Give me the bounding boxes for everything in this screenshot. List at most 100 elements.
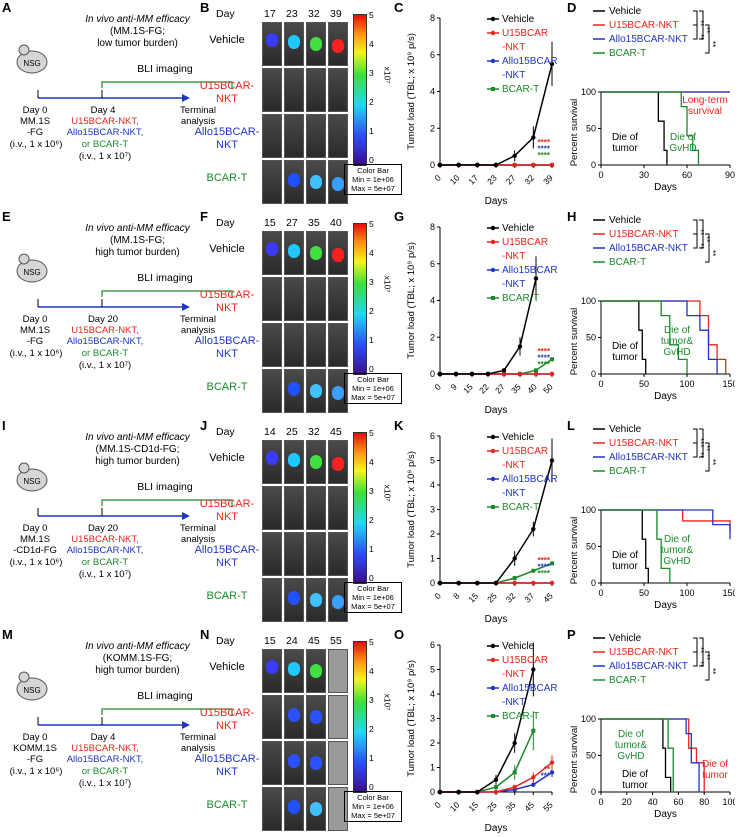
- y-tick-label: 8: [430, 222, 435, 232]
- bli-mouse-image: [328, 649, 348, 693]
- tx-u15: U15BCAR-NKT,: [71, 325, 139, 336]
- x-tick-label: 30: [639, 170, 649, 180]
- data-point: [531, 782, 536, 787]
- colorbar-tick: 0: [369, 364, 374, 374]
- timeline: [37, 290, 233, 311]
- tx-bcart: or BCAR-T: [81, 139, 129, 150]
- y-axis-label: Percent survival: [569, 726, 580, 794]
- legend-label: U15BCAR: [502, 28, 548, 39]
- legend-label: BCAR-T: [609, 675, 646, 686]
- data-point: [534, 368, 538, 373]
- data-point: [512, 162, 517, 168]
- x-tick-label: 150: [722, 379, 735, 389]
- schedule-burden: high tumor burden): [95, 247, 180, 258]
- panel-label: N: [200, 627, 210, 642]
- data-point: [531, 135, 536, 140]
- significance-mark: ****: [538, 145, 551, 154]
- significance-mark: **: [708, 41, 717, 47]
- legend-label: Allo15BCAR-NKT: [609, 34, 688, 45]
- panel-label: D: [567, 0, 577, 15]
- x-tick-label: 45: [541, 591, 555, 605]
- data-point: [456, 789, 461, 795]
- y-tick-label: 4: [430, 480, 435, 490]
- curve-annotation: Die of: [618, 729, 644, 740]
- bli-mouse-image: [284, 741, 304, 785]
- figure-row: E F G H In vivo anti-MM efficacy (MM.1S-FG; hi…: [0, 209, 738, 418]
- svg-text:NSG: NSG: [23, 59, 40, 68]
- colorbar-scale: x10⁷: [382, 693, 393, 711]
- y-tick-label: 1: [430, 763, 435, 773]
- colorbar-scale: x10⁷: [382, 275, 393, 293]
- y-tick-label: 0: [430, 787, 435, 797]
- x-tick-label: 35: [504, 800, 518, 814]
- panel-label: J: [200, 418, 208, 433]
- x-tick-label: 80: [699, 797, 709, 807]
- bli-mouse-image: [306, 22, 326, 66]
- day-word: Day: [216, 635, 235, 647]
- bli-group-label: Vehicle: [209, 452, 245, 464]
- mouse-icon: NSG: [16, 44, 48, 74]
- x-tick-label: 0: [598, 588, 603, 598]
- bli-day: 15: [264, 217, 276, 229]
- x-tick-label: 0: [432, 173, 443, 184]
- colorbar-min: Min = 1e+06: [352, 175, 394, 184]
- y-tick-label: 2: [430, 529, 435, 539]
- bli-mouse-image: [284, 277, 304, 321]
- colorbar-scale: x10⁷: [382, 484, 393, 502]
- bli-mouse-image: [284, 440, 304, 484]
- x-tick-label: 60: [682, 170, 692, 180]
- dose1-label: (i.v., 1 x 10⁷): [78, 151, 132, 162]
- survival-chart: 0 50 100 0 50 100 150 Days Percent survival Vehic…: [569, 424, 735, 611]
- bli-mouse-image: [328, 114, 348, 158]
- bli-day: 17: [264, 8, 276, 20]
- color-bar: [353, 14, 367, 166]
- y-tick-label: 2: [430, 332, 435, 342]
- bli-mouse-image: [262, 160, 282, 204]
- color-bar: [353, 432, 367, 584]
- schedule-model: (KOMM.1S-FG;: [102, 653, 173, 664]
- bli-mouse-image: [328, 323, 348, 367]
- bli-mouse-image: [284, 578, 304, 622]
- curve-annotation: Die of: [612, 132, 638, 143]
- bli-mouse-image: [306, 231, 326, 275]
- schedule-panel: In vivo anti-MM efficacy (MM.1S-FG; high t…: [0, 209, 240, 418]
- x-tick-label: 25: [485, 591, 499, 605]
- legend-label: Allo15BCAR-NKT: [609, 243, 688, 254]
- y-tick-label: 6: [430, 50, 435, 60]
- panel-label: H: [567, 209, 577, 224]
- colorbar-tick: 1: [369, 335, 374, 345]
- bli-mouse-image: [262, 649, 282, 693]
- data-point: [512, 153, 517, 159]
- bli-mouse-image: [306, 741, 326, 785]
- curve-annotation: tumor&: [661, 336, 694, 347]
- data-point: [549, 61, 555, 67]
- y-tick-label: 50: [586, 751, 596, 761]
- significance-mark: **: [696, 20, 705, 26]
- bli-mouse-image: [306, 787, 326, 831]
- significance-mark: **: [696, 647, 705, 653]
- significance-mark: **: [702, 236, 711, 242]
- legend-label: -NKT: [502, 460, 525, 471]
- cells-label: MM.1S: [19, 325, 51, 336]
- bli-label: BLI imaging: [137, 690, 193, 702]
- legend-label: BCAR-T: [502, 711, 539, 722]
- tx-allo: Allo15BCAR-NKT,: [66, 127, 144, 138]
- y-axis-label: Tumor load (TBL; x 10⁹ p/s): [406, 660, 417, 777]
- bli-mouse-image: [306, 440, 326, 484]
- y-tick-label: 0: [591, 160, 596, 170]
- x-tick-label: 0: [432, 800, 443, 811]
- y-axis-label: Percent survival: [569, 308, 580, 376]
- bli-group-label: Vehicle: [209, 243, 245, 255]
- y-tick-label: 100: [581, 87, 596, 97]
- schedule-model: (MM.1S-FG;: [110, 235, 165, 246]
- legend-label: U15BCAR: [502, 446, 548, 457]
- data-point: [533, 371, 539, 377]
- x-tick-label: 10: [448, 800, 462, 814]
- bli-mouse-image: [328, 486, 348, 530]
- bli-day: 15: [264, 635, 276, 647]
- colorbar-tick: 5: [369, 10, 374, 20]
- bli-group-label: Vehicle: [209, 661, 245, 673]
- tx-bcart: or BCAR-T: [81, 348, 129, 359]
